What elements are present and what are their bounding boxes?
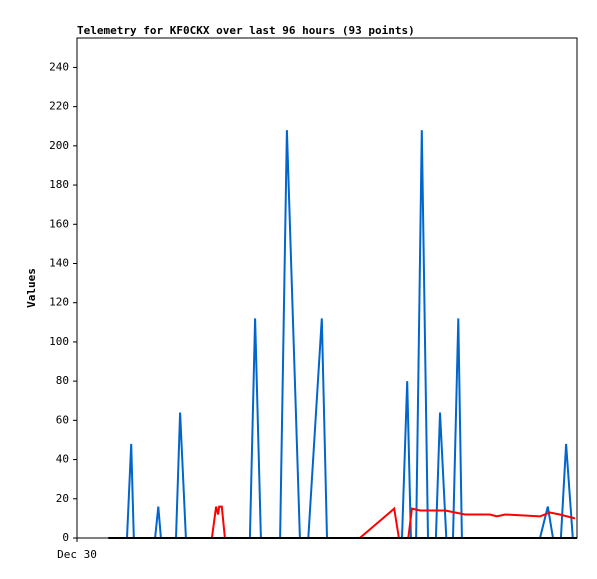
chart-title: Telemetry for KF0CKX over last 96 hours … xyxy=(77,24,415,37)
y-tick-label: 200 xyxy=(49,139,69,152)
y-tick-label: 80 xyxy=(56,374,69,387)
y-tick-label: 160 xyxy=(49,217,69,230)
y-tick-label: 140 xyxy=(49,256,69,269)
series-line xyxy=(210,505,576,539)
y-tick-label: 100 xyxy=(49,335,69,348)
y-tick-label: 40 xyxy=(56,453,69,466)
plot-frame xyxy=(76,37,578,539)
y-tick-label: 20 xyxy=(56,492,69,505)
y-tick-label: 60 xyxy=(56,413,69,426)
y-tick-label: 220 xyxy=(49,100,69,113)
x-tick-label: Dec 30 xyxy=(57,548,97,561)
y-tick-label: 240 xyxy=(49,60,69,73)
y-tick-label: 0 xyxy=(62,531,69,544)
y-axis-label: Values xyxy=(25,268,38,308)
y-tick-label: 180 xyxy=(49,178,69,191)
y-tick-label: 120 xyxy=(49,296,69,309)
